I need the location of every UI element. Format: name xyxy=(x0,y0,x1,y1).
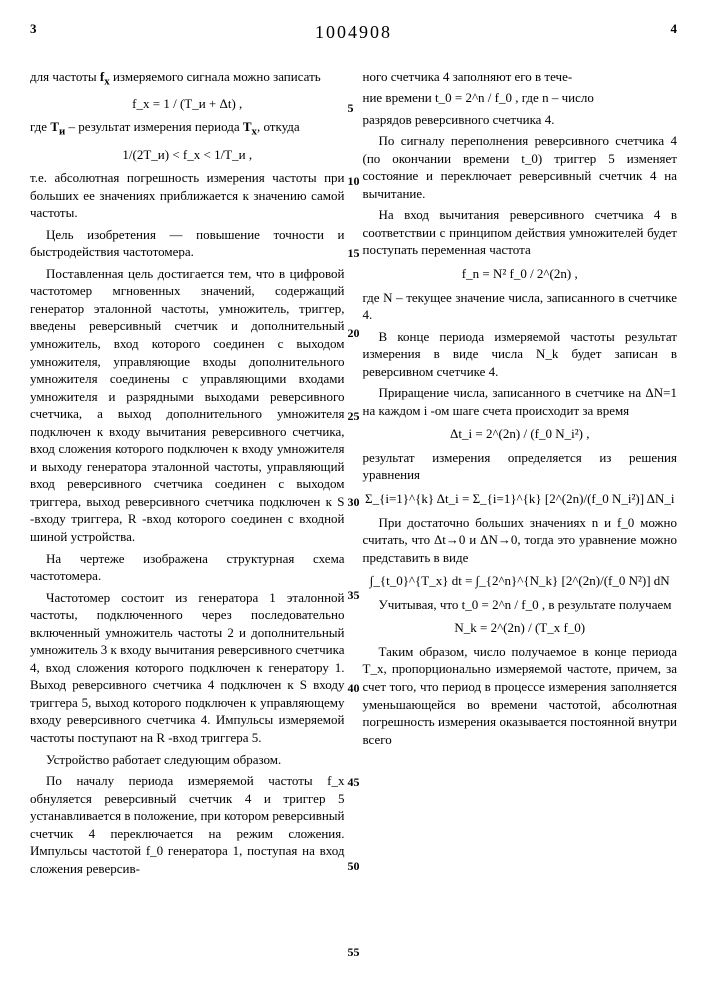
formula: f_x = 1 / (T_и + Δt) , xyxy=(30,95,345,113)
paragraph: Устройство работает следующим образом. xyxy=(30,751,345,769)
paragraph: Учитывая, что t_0 = 2^n / f_0 , в резуль… xyxy=(363,596,678,614)
line-marker: 5 xyxy=(348,100,360,116)
page-number-right: 4 xyxy=(671,20,678,38)
paragraph: где Tи – результат измерения периода Tx,… xyxy=(30,118,345,139)
left-column: для частоты fx измеряемого сигнала можно… xyxy=(30,68,345,882)
paragraph: Цель изобретения — повышение точности и … xyxy=(30,226,345,261)
page-number-left: 3 xyxy=(30,20,37,38)
paragraph: По началу периода измеряемой частоты f_x… xyxy=(30,772,345,877)
text: – результат измерения периода xyxy=(65,119,243,134)
formula: ∫_{t_0}^{T_x} dt = ∫_{2^n}^{N_k} [2^(2n)… xyxy=(363,572,678,590)
paragraph: ние времени t_0 = 2^n / f_0 , где n – чи… xyxy=(363,89,678,107)
line-marker: 10 xyxy=(348,173,360,189)
line-marker: 30 xyxy=(348,494,360,510)
patent-page: 3 4 1004908 5 10 15 20 25 30 35 40 45 50… xyxy=(0,0,707,901)
formula: 1/(2T_и) < f_x < 1/T_и , xyxy=(30,146,345,164)
paragraph: для частоты fx измеряемого сигнала можно… xyxy=(30,68,345,89)
formula: f_n = N² f_0 / 2^(2n) , xyxy=(363,265,678,283)
formula: Σ_{i=1}^{k} Δt_i = Σ_{i=1}^{k} [2^(2n)/(… xyxy=(363,490,678,508)
line-marker: 15 xyxy=(348,245,360,261)
document-number: 1004908 xyxy=(315,20,392,44)
paragraph: Поставленная цель достигается тем, что в… xyxy=(30,265,345,546)
paragraph: Приращение числа, записанного в счетчике… xyxy=(363,384,678,419)
paragraph: Таким образом, число получаемое в конце … xyxy=(363,643,678,748)
line-marker: 55 xyxy=(348,944,360,960)
paragraph: ного счетчика 4 заполняют его в тече- xyxy=(363,68,678,86)
text: , где n – число xyxy=(512,90,594,105)
text: , в результате получаем xyxy=(539,597,672,612)
right-column: ного счетчика 4 заполняют его в тече- ни… xyxy=(363,68,678,882)
formula: Δt_i = 2^(2n) / (f_0 N_i²) , xyxy=(363,425,678,443)
text: измеряемого сигнала можно записать xyxy=(110,69,321,84)
paragraph: т.е. абсолютная погрешность измерения ча… xyxy=(30,169,345,222)
paragraph: разрядов реверсивного счетчика 4. xyxy=(363,111,678,129)
paragraph: В конце периода измеряемой частоты резул… xyxy=(363,328,678,381)
paragraph: Частотомер состоит из генератора 1 этало… xyxy=(30,589,345,747)
text: ние времени xyxy=(363,90,436,105)
paragraph: результат измерения определяется из реше… xyxy=(363,449,678,484)
line-marker: 20 xyxy=(348,325,360,341)
paragraph: При достаточно больших значениях n и f_0… xyxy=(363,514,678,567)
formula-inline: t_0 = 2^n / f_0 xyxy=(435,90,512,105)
line-marker: 25 xyxy=(348,408,360,424)
line-marker: 50 xyxy=(348,858,360,874)
line-number-gutter: 5 10 15 20 25 30 35 40 45 50 55 xyxy=(348,58,360,960)
line-marker: 40 xyxy=(348,680,360,696)
text: Учитывая, что xyxy=(379,597,462,612)
text: для частоты xyxy=(30,69,100,84)
paragraph: По сигналу переполнения реверсивного сче… xyxy=(363,132,678,202)
text: где xyxy=(30,119,50,134)
line-marker: 35 xyxy=(348,587,360,603)
text: , откуда xyxy=(257,119,300,134)
paragraph: где N – текущее значение числа, записанн… xyxy=(363,289,678,324)
line-marker: 45 xyxy=(348,774,360,790)
paragraph: На чертеже изображена структурная схема … xyxy=(30,550,345,585)
paragraph: На вход вычитания реверсивного счетчика … xyxy=(363,206,678,259)
formula: N_k = 2^(2n) / (T_x f_0) xyxy=(363,619,678,637)
formula-inline: t_0 = 2^n / f_0 xyxy=(462,597,539,612)
